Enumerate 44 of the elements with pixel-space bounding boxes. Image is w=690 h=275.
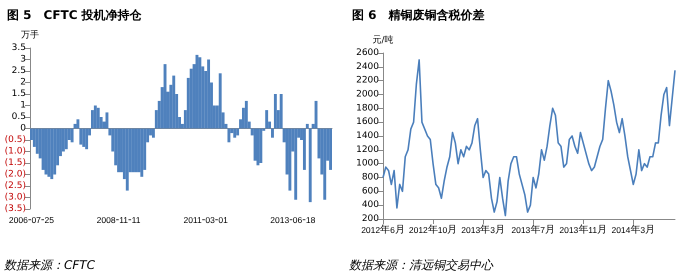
x-tick-label: 2013年3月 [461, 224, 505, 236]
x-tick-label: 2012年6月 [361, 224, 405, 236]
y-tick-label: 200 [362, 214, 380, 224]
y-tick-label: (3.5) [4, 204, 26, 214]
x-tick-label: 2011-03-01 [183, 214, 228, 226]
source-note: 数据来源：清远铜交易中心 [349, 258, 494, 272]
y-tick-label: (1.5) [4, 158, 26, 168]
y-tick-label: 1800 [356, 103, 380, 114]
chart-title: 图 6 精铜废铜含税价差 [352, 8, 485, 22]
y-axis-title: 元/吨 [372, 34, 394, 46]
y-tick-label: 1 [20, 100, 26, 110]
x-tick-label: 2012年10月 [408, 224, 458, 236]
x-tick-label: 2013年11月 [559, 224, 608, 236]
y-tick-label: 0.5 [12, 112, 26, 122]
y-tick-label: 400 [362, 200, 380, 210]
y-tick-label: (3.0) [4, 192, 26, 202]
y-tick-label: 2600 [356, 48, 380, 58]
y-tick-label: 1400 [356, 131, 380, 141]
y-tick-label: 2000 [356, 90, 380, 100]
source-note: 数据来源：CFTC [4, 258, 96, 272]
y-tick-label: 2 [20, 78, 26, 88]
x-tick-label: 2014年3月 [611, 224, 656, 236]
chart-title: 图 5 CFTC 投机净持仓 [7, 8, 143, 22]
y-tick-label: (2.0) [4, 170, 26, 180]
y-tick-label: 2200 [356, 76, 380, 86]
y-tick-label: 0 [20, 124, 26, 134]
y-tick-label: 1000 [356, 158, 380, 169]
x-tick-label: 2008-11-11 [96, 214, 141, 226]
y-tick-label: 1.5 [12, 89, 26, 99]
y-tick-label: 600 [362, 186, 380, 196]
y-tick-label: (1.0) [4, 146, 26, 156]
y-tick-label: 1600 [356, 117, 380, 128]
x-tick-label: 2006-07-25 [8, 214, 54, 226]
y-tick-label: 800 [362, 172, 380, 182]
y-tick-label: (0.5) [4, 135, 26, 145]
x-tick-label: 2013-06-18 [270, 214, 316, 226]
y-tick-label: 3 [20, 54, 26, 64]
y-tick-label: 3.5 [12, 43, 26, 53]
x-tick-label: 2013年7月 [511, 224, 555, 236]
y-tick-label: 2400 [356, 62, 380, 72]
y-tick-label: 1200 [356, 144, 380, 155]
y-tick-label: 2.5 [12, 66, 26, 76]
y-axis-title: 万手 [21, 30, 39, 40]
y-tick-label: (2.5) [4, 181, 26, 191]
